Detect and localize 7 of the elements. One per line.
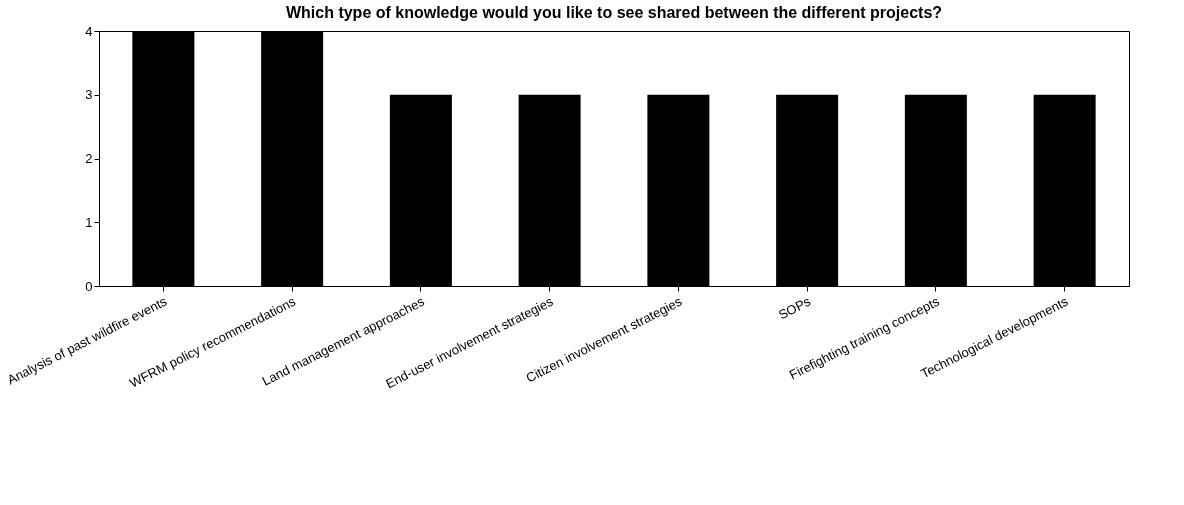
y-tick-label: 1 — [85, 214, 93, 230]
chart-title: Which type of knowledge would you like to see shared between the different projects? — [285, 4, 943, 21]
y-tick-label: 4 — [85, 23, 93, 39]
y-tick-label: 0 — [85, 278, 93, 294]
x-tick-label: SOPs — [775, 293, 814, 323]
y-tick-label: 2 — [85, 151, 93, 166]
y-tick-label: 3 — [85, 87, 93, 103]
